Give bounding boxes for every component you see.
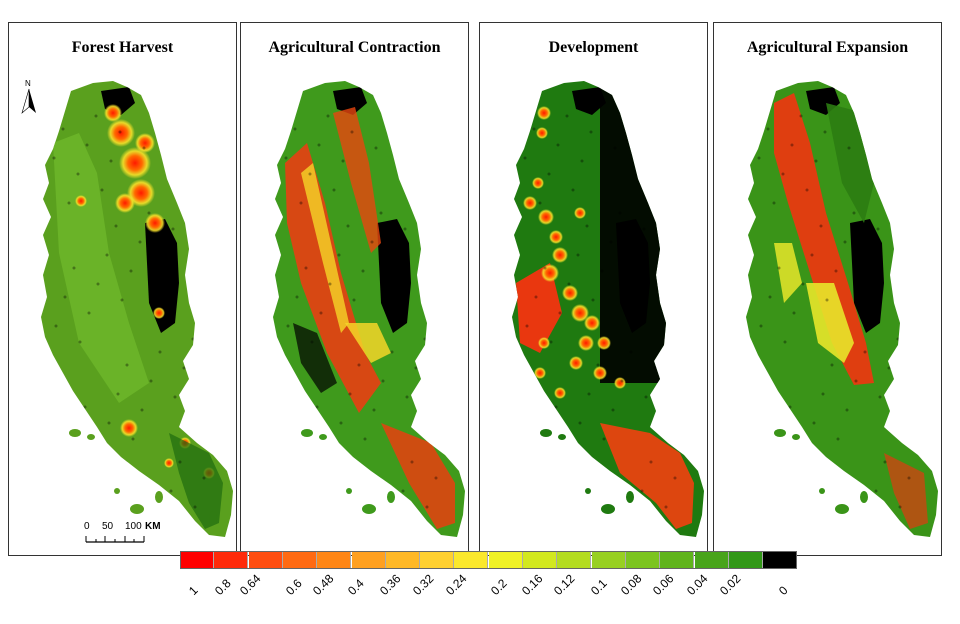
- scale-tick-0: 0: [84, 521, 90, 532]
- panel-title: Agricultural Expansion: [746, 39, 909, 56]
- legend-label: 0.8: [212, 576, 234, 598]
- legend-swatch: [420, 551, 455, 569]
- legend-swatch: [728, 551, 763, 569]
- legend-swatch: [454, 551, 489, 569]
- panel-title: Forest Harvest: [71, 39, 174, 56]
- legend-swatch: [488, 551, 523, 569]
- legend-label: 0.64: [237, 571, 264, 598]
- map-panel-agricultural-expansion: Agricultural Expansion: [713, 22, 942, 556]
- legend-label: 1: [186, 583, 201, 598]
- legend-label: 0.4: [345, 576, 367, 598]
- legend-swatch: [763, 551, 798, 569]
- map-development: [512, 81, 704, 537]
- scale-unit: KM: [145, 521, 161, 532]
- legend-label: 0.02: [717, 571, 744, 598]
- legend-label: 0.48: [310, 571, 337, 598]
- legend-swatch: [660, 551, 695, 569]
- legend-swatch: [180, 551, 214, 569]
- legend-label: 0.04: [684, 571, 711, 598]
- legend-swatch: [317, 551, 352, 569]
- map-agricultural-expansion: [746, 81, 938, 537]
- legend-label: 0.6: [283, 576, 305, 598]
- legend-label: 0.06: [650, 571, 677, 598]
- legend-label: 0.36: [377, 571, 404, 598]
- map-agricultural-contraction: [273, 81, 465, 537]
- scale-tick-50: 50: [102, 521, 114, 532]
- scale-bar-line: [85, 536, 145, 543]
- legend-swatch: [523, 551, 557, 569]
- legend-label: 0.2: [488, 576, 510, 598]
- legend-label: 0.12: [551, 571, 578, 598]
- legend-swatch: [248, 551, 283, 569]
- map-panel-agricultural-contraction: Agricultural Contraction: [240, 22, 469, 556]
- legend-swatch: [625, 551, 660, 569]
- north-arrow-icon: [21, 88, 36, 114]
- map-panel-forest-harvest: Forest Harvest N 0 50 100 KM: [8, 22, 237, 556]
- legend-label: 0.16: [519, 571, 546, 598]
- legend-swatch: [351, 551, 386, 569]
- map-panel-development: Development: [479, 22, 708, 556]
- legend-swatch: [214, 551, 249, 569]
- legend-label: 0.24: [443, 571, 470, 598]
- legend-swatch: [591, 551, 626, 569]
- legend-label: 0.08: [618, 571, 645, 598]
- legend-swatch: [557, 551, 592, 569]
- legend-label: 0: [776, 583, 791, 598]
- legend-swatch: [282, 551, 317, 569]
- panel-title: Development: [548, 39, 639, 56]
- legend-swatch: [385, 551, 420, 569]
- scale-bar: 0 50 100 KM: [75, 521, 185, 551]
- scale-tick-100: 100: [125, 521, 142, 532]
- map-forest-harvest: [41, 81, 233, 537]
- legend-label: 0.32: [410, 571, 437, 598]
- legend-swatch: [694, 551, 729, 569]
- legend-label: 0.1: [588, 576, 610, 598]
- north-arrow-label: N: [25, 79, 31, 88]
- panel-title: Agricultural Contraction: [268, 39, 441, 56]
